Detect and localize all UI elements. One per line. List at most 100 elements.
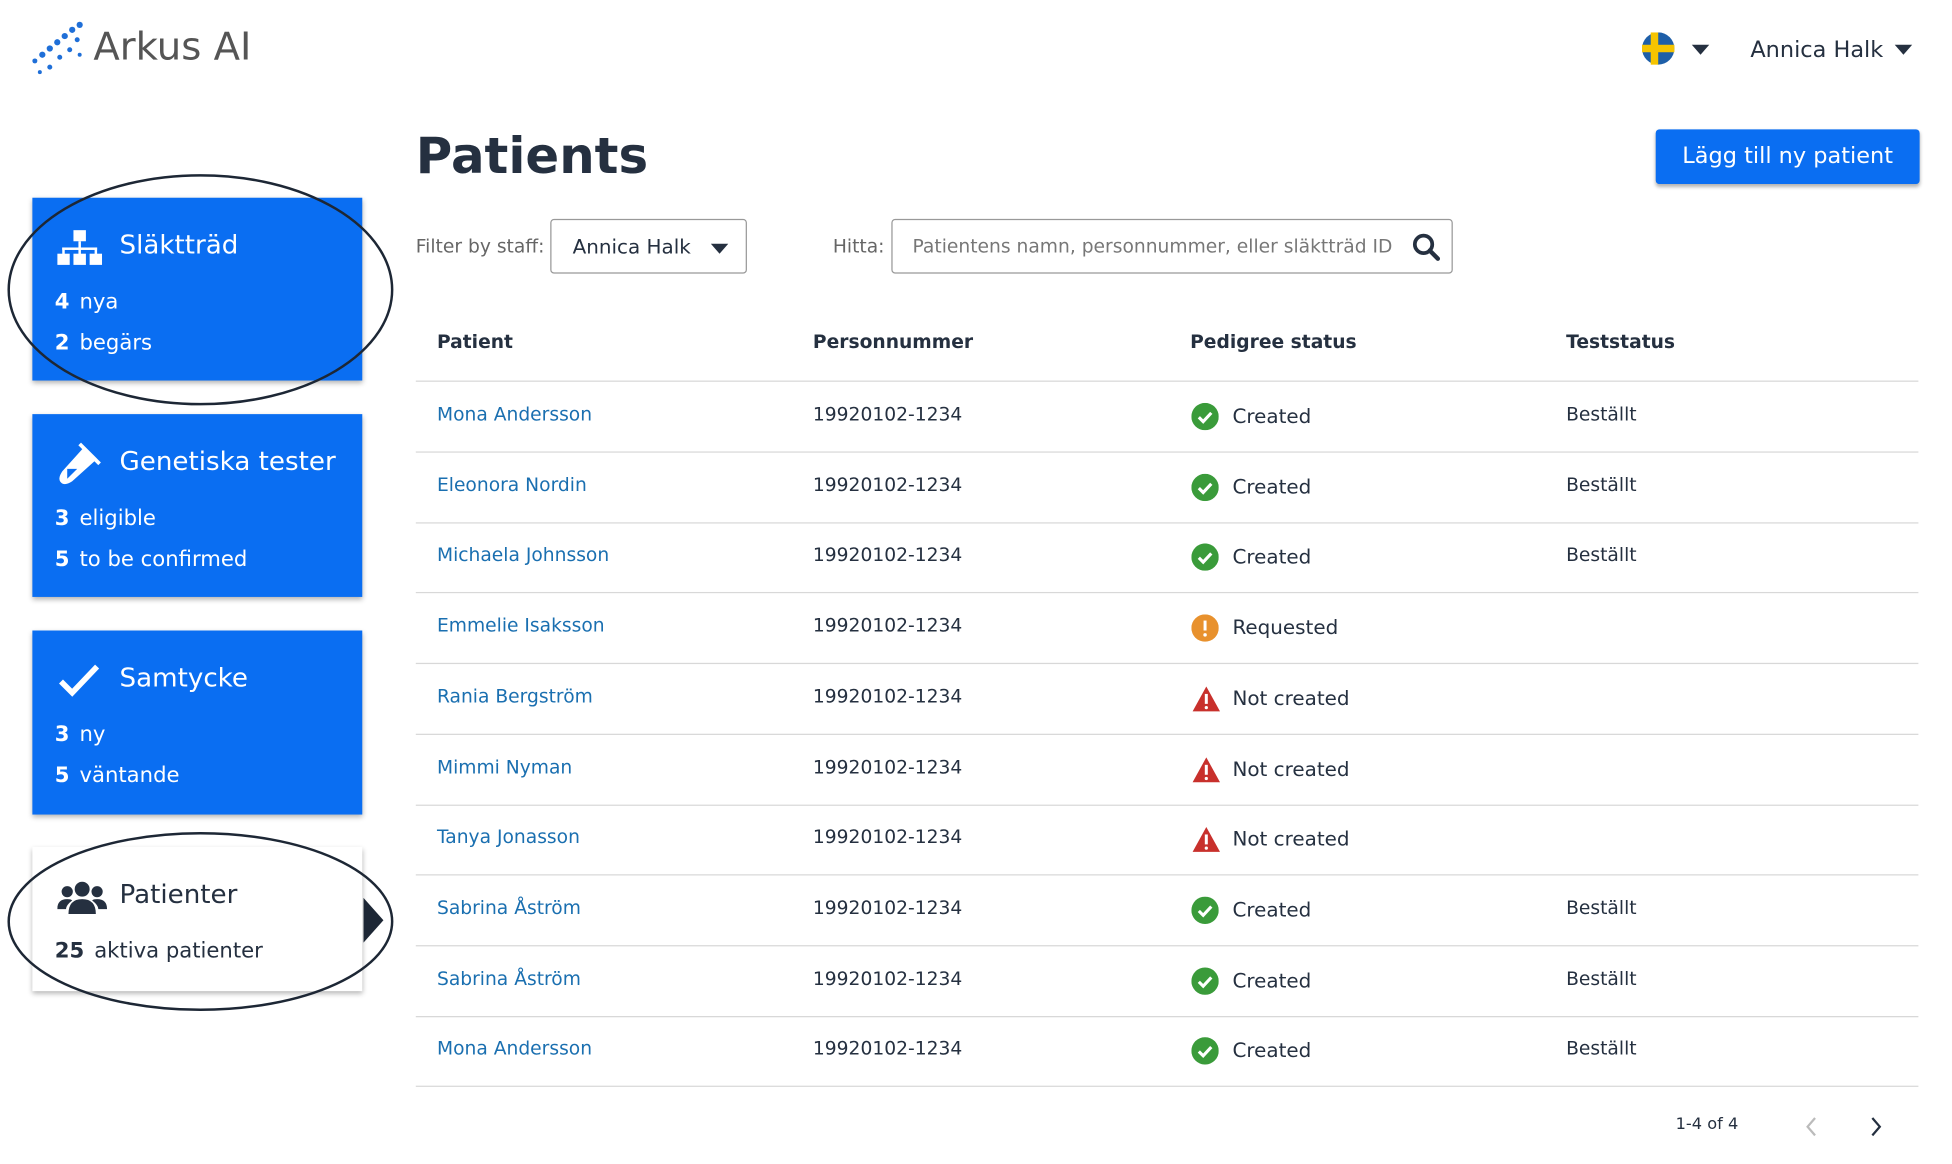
search-input[interactable]: Patientens namn, personnummer, eller slä…: [891, 218, 1453, 274]
card-stat: 5 to be confirmed: [55, 547, 248, 572]
test-status: Beställt: [1566, 402, 1637, 426]
staff-filter-value: Annica Halk: [572, 235, 691, 259]
patient-link[interactable]: Sabrina Åström: [436, 967, 581, 990]
stat-label: eligible: [79, 506, 156, 532]
card-title: Genetiska tester: [119, 446, 336, 477]
pedigree-status: Requested: [1232, 615, 1339, 640]
personnummer: 19920102-1234: [812, 473, 963, 496]
logo: [32, 21, 83, 75]
test-status: Beställt: [1566, 967, 1637, 990]
summary-card[interactable]: Genetiska tester 3 eligible 5 to be confirme…: [32, 414, 363, 597]
next-page[interactable]: [1871, 1117, 1882, 1137]
row-rule: [415, 874, 1919, 876]
row-rule: [415, 662, 1919, 665]
filter-label: Filter by staff:: [415, 235, 545, 258]
page-title: Patients: [415, 128, 649, 186]
column-header: Teststatus: [1566, 330, 1676, 354]
stat-label: nya: [79, 289, 119, 315]
pedigree-status: Created: [1232, 474, 1312, 499]
patient-link[interactable]: Sabrina Åström: [436, 896, 581, 919]
row-rule: [415, 804, 1919, 806]
row-rule: [415, 522, 1919, 524]
pedigree-status: Not created: [1232, 686, 1350, 710]
stat-count: 3: [54, 722, 70, 748]
stat-count: 4: [54, 289, 70, 315]
stat-count: 5: [54, 763, 70, 789]
test-status: Beställt: [1566, 543, 1637, 567]
summary-card[interactable]: Släktträd 4 nya 2 begärs: [32, 197, 363, 381]
column-header: Pedigree status: [1190, 330, 1357, 354]
row-rule: [415, 733, 1919, 735]
summary-card[interactable]: Patienter 25 aktiva patienter: [32, 846, 363, 992]
personnummer: 19920102-1234: [812, 1037, 963, 1060]
card-stat: 25 aktiva patienter: [55, 939, 263, 964]
personnummer: 19920102-1234: [812, 825, 963, 849]
column-header: Patient: [436, 330, 513, 354]
test-status: Beställt: [1566, 1037, 1637, 1060]
row-rule: [415, 945, 1919, 947]
active-indicator: [363, 897, 386, 948]
patient-link[interactable]: Eleonora Nordin: [436, 473, 587, 496]
search-label: Hitta:: [832, 235, 885, 258]
personnummer: 19920102-1234: [812, 402, 963, 426]
card-icon: [57, 441, 102, 491]
patient-link[interactable]: Tanya Jonasson: [436, 825, 580, 849]
prev-page[interactable]: [1806, 1117, 1816, 1137]
search-icon[interactable]: [1412, 233, 1442, 263]
status-icon: [1191, 1037, 1219, 1070]
personnummer: 19920102-1234: [812, 755, 963, 778]
column-header: Personnummer: [812, 330, 974, 354]
patient-link[interactable]: Mona Andersson: [436, 1037, 593, 1060]
status-icon: [1191, 543, 1219, 576]
patient-link[interactable]: Michaela Johnsson: [436, 543, 610, 567]
status-icon: [1191, 614, 1219, 646]
patient-link[interactable]: Rania Bergström: [436, 684, 593, 708]
row-rule: [415, 591, 1919, 594]
language-select[interactable]: [1641, 32, 1716, 67]
status-icon: [1191, 473, 1219, 505]
card-stat: 2 begärs: [55, 331, 152, 356]
status-icon: [1191, 896, 1219, 928]
pedigree-status: Created: [1232, 1038, 1312, 1063]
stat-label: väntande: [79, 763, 180, 789]
card-title: Patienter: [119, 879, 238, 910]
stat-count: 2: [54, 330, 70, 356]
stat-label: ny: [79, 722, 106, 748]
pedigree-status: Not created: [1232, 756, 1350, 781]
card-icon: [57, 879, 108, 921]
annotations: [7, 174, 394, 1012]
stat-label: to be confirmed: [79, 547, 248, 573]
row-rule: [415, 451, 1919, 453]
pedigree-status: Created: [1232, 897, 1312, 922]
summary-card[interactable]: Samtycke 3 ny 5 väntande: [32, 630, 363, 815]
patient-link[interactable]: Mona Andersson: [436, 402, 593, 426]
pedigree-status: Created: [1232, 545, 1312, 569]
personnummer: 19920102-1234: [812, 614, 963, 637]
pagination-controls: [1806, 1117, 1882, 1137]
card-stat: 5 väntande: [55, 764, 180, 789]
personnummer: 19920102-1234: [812, 684, 963, 708]
status-icon: [1191, 826, 1221, 858]
user-menu[interactable]: Annica Halk: [1750, 37, 1884, 64]
test-status: Beställt: [1566, 896, 1637, 919]
status-icon: [1191, 685, 1221, 717]
header-rule: [415, 380, 1919, 382]
staff-filter[interactable]: Annica Halk: [550, 218, 747, 274]
patient-link[interactable]: Mimmi Nyman: [436, 755, 573, 778]
card-stat: 3 eligible: [55, 506, 156, 531]
filter-caret: [710, 243, 729, 254]
stat-label: aktiva patienter: [94, 938, 263, 964]
pagination-range: 1-4 of 4: [1675, 1115, 1739, 1135]
search-placeholder: Patientens namn, personnummer, eller slä…: [912, 235, 1393, 258]
row-rule: [415, 1016, 1919, 1018]
stat-count: 25: [54, 938, 85, 964]
status-icon: [1191, 402, 1219, 435]
card-title: Samtycke: [119, 662, 248, 693]
brand: Arkus AI: [93, 24, 252, 70]
stat-count: 3: [54, 506, 70, 532]
pedigree-status: Not created: [1232, 827, 1350, 851]
patient-link[interactable]: Emmelie Isaksson: [436, 614, 605, 637]
personnummer: 19920102-1234: [812, 543, 963, 567]
add-patient-button[interactable]: Lägg till ny patient: [1655, 129, 1920, 185]
